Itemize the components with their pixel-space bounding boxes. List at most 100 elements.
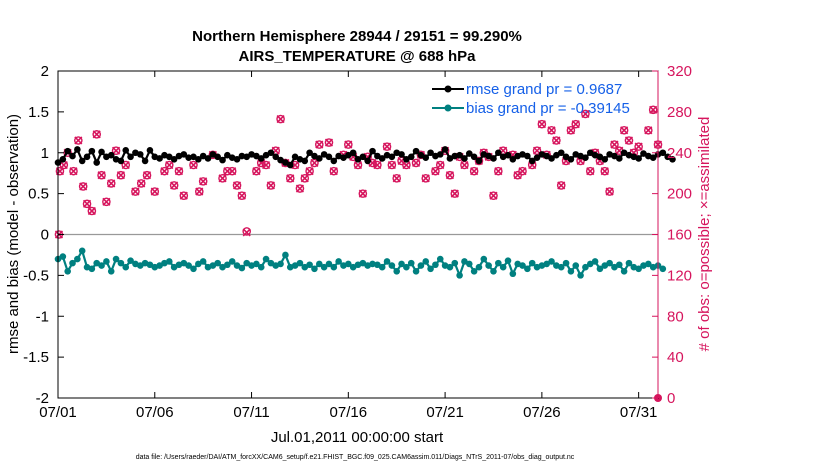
bias-point xyxy=(282,251,289,259)
obs-assimilated-marker xyxy=(450,189,459,198)
obs-possible-marker xyxy=(600,166,610,176)
obs-possible-marker xyxy=(610,140,619,149)
obs-possible-marker xyxy=(266,181,276,190)
rmse-point xyxy=(107,151,115,159)
obs-possible-marker xyxy=(97,170,106,180)
obs-assimilated-marker xyxy=(470,167,479,176)
obs-assimilated-marker xyxy=(358,189,367,198)
obs-possible-marker xyxy=(242,227,252,236)
obs-possible-marker xyxy=(174,166,184,176)
obs-assimilated-marker xyxy=(74,136,83,145)
rmse-point xyxy=(136,151,144,158)
obs-assimilated-marker xyxy=(111,146,121,155)
obs-possible-marker xyxy=(194,187,204,196)
bias-series xyxy=(54,247,667,279)
obs-possible-marker xyxy=(314,140,324,149)
bias-point xyxy=(59,253,67,260)
rmse-point xyxy=(93,159,101,166)
obs-assimilated-marker xyxy=(547,126,556,135)
rmse-point xyxy=(461,155,468,162)
obs-possible-marker xyxy=(142,170,152,180)
rmse-point xyxy=(272,153,280,161)
obs-assimilated-marker xyxy=(150,187,159,196)
bias-point xyxy=(277,260,284,268)
obs-assimilated-marker xyxy=(518,167,527,176)
rmse-series xyxy=(54,146,676,169)
obs-assimilated-marker xyxy=(489,191,498,200)
obs-assimilated-marker xyxy=(87,206,96,216)
obs-assimilated-marker xyxy=(137,179,146,188)
rmse-point xyxy=(64,147,71,155)
obs-assimilated-marker xyxy=(189,160,198,170)
y-right-tick-label: 0 xyxy=(667,390,675,407)
obs-possible-marker xyxy=(435,160,445,170)
rmse-point xyxy=(204,155,212,162)
obs-assimilated-marker xyxy=(266,181,275,190)
rmse-point xyxy=(315,155,323,162)
obs-assimilated-marker xyxy=(79,182,88,191)
obs-assimilated-marker xyxy=(537,120,546,129)
obs-possible-marker xyxy=(310,158,319,168)
bias-point xyxy=(112,255,120,263)
bias-point xyxy=(480,255,488,263)
rmse-point xyxy=(195,155,202,163)
y-tick-label: -1.5 xyxy=(23,349,49,366)
rmse-point xyxy=(359,153,367,161)
obs-assimilated-marker xyxy=(624,136,634,145)
x-tick-label: 07/31 xyxy=(620,404,658,421)
bias-point xyxy=(117,259,125,267)
rmse-point xyxy=(669,155,676,163)
obs-assimilated-marker xyxy=(605,187,614,196)
bias-point xyxy=(417,262,425,269)
bias-point xyxy=(165,258,173,265)
bias-point xyxy=(519,262,526,269)
bias-point xyxy=(393,267,401,275)
y-tick-label: 1 xyxy=(41,145,49,162)
bias-point xyxy=(625,259,633,267)
obs-assimilated-marker xyxy=(92,130,101,139)
bias-point xyxy=(238,264,246,272)
rmse-point xyxy=(88,147,96,155)
bias-point xyxy=(504,257,512,264)
bias-point xyxy=(620,267,628,275)
x-tick-label: 07/16 xyxy=(330,404,368,421)
obs-possible-marker xyxy=(106,179,116,188)
obs-possible-marker xyxy=(227,166,237,176)
rmse-point xyxy=(436,151,444,158)
rmse-point xyxy=(475,157,483,165)
y-right-tick-label: 200 xyxy=(667,186,692,203)
rmse-point xyxy=(524,152,531,160)
rmse-point xyxy=(378,155,386,162)
bias-point xyxy=(383,258,391,265)
bias-point xyxy=(262,255,270,263)
obs-possible-marker xyxy=(489,191,498,200)
rmse-point xyxy=(69,152,76,160)
rmse-point xyxy=(427,149,434,157)
rmse-point xyxy=(369,147,376,155)
rmse-point xyxy=(170,155,178,163)
obs-assimilated-marker xyxy=(286,174,295,183)
obs-possible-marker xyxy=(411,158,421,168)
bias-point xyxy=(190,265,197,273)
bias-point xyxy=(606,259,613,267)
bias-point xyxy=(412,267,420,275)
rmse-point xyxy=(465,150,473,157)
bias-point xyxy=(635,265,642,273)
bias-point xyxy=(422,258,430,265)
y-axis-right: 0 40 80 120 160 200 240 280 320 xyxy=(652,63,692,407)
obs-possible-marker xyxy=(445,170,455,180)
obs-possible-marker xyxy=(102,197,111,207)
obs-possible-marker xyxy=(295,184,305,193)
obs-possible-marker xyxy=(150,187,160,196)
bias-point xyxy=(325,260,333,268)
y-axis-label: rmse and bias (model - observation) xyxy=(5,114,22,354)
bias-point xyxy=(199,258,207,265)
bias-point xyxy=(465,260,473,268)
obs-assimilated-marker xyxy=(228,167,237,176)
y-tick-label: -2 xyxy=(36,390,49,407)
obs-possible-marker xyxy=(556,181,566,190)
obs-possible-marker xyxy=(92,130,102,139)
obs-possible-marker xyxy=(131,187,140,196)
legend: rmse grand pr = 0.9687 bias grand pr = -… xyxy=(432,81,630,117)
